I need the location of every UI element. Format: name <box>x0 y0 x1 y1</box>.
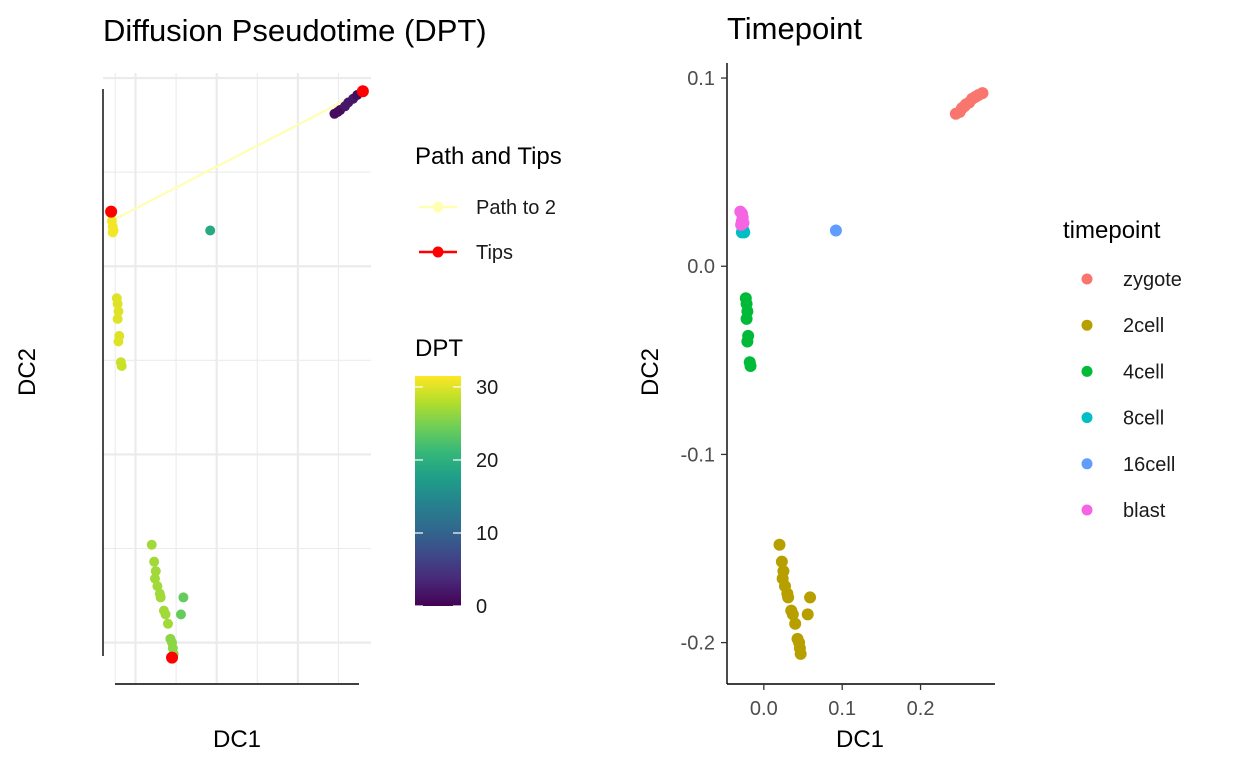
tp-legend-label: 2cell <box>1123 315 1164 337</box>
dpt-point <box>332 106 343 117</box>
dpt-tip-point <box>356 85 369 98</box>
tp-point-2cell <box>804 591 817 604</box>
path-tips-legend: Path and Tips Path to 2 Tips <box>415 143 562 264</box>
dpt-point <box>152 581 163 592</box>
dpt-point <box>112 298 123 309</box>
dpt-point <box>149 556 160 567</box>
colorbar-ticks: 0 10 20 30 <box>415 377 498 618</box>
timepoint-legend: timepoint zygote 2cell 4cell 8cell 16cell bla… <box>1063 217 1182 522</box>
dpt-tip-point <box>166 651 179 664</box>
tp-legend-key <box>1081 319 1093 331</box>
tp-point-4cell <box>744 359 757 372</box>
tp-point-2cell <box>801 608 814 621</box>
dpt-x-axis-title: DC1 <box>213 726 261 753</box>
colorbar-title: DPT <box>415 335 463 362</box>
tp-x-tick-label: 0.1 <box>828 698 856 720</box>
tp-point-blast <box>735 218 748 231</box>
tp-points-layer <box>734 87 989 660</box>
legend-path-dot <box>432 201 444 213</box>
dpt-path-line <box>110 90 364 223</box>
tp-y-tick-label: -0.2 <box>681 633 715 655</box>
legend-tips-label: Tips <box>476 242 513 264</box>
tp-point-2cell <box>782 591 795 604</box>
dpt-point <box>116 360 127 371</box>
legend-item-tips: Tips <box>419 242 513 264</box>
tp-point-2cell <box>786 608 799 621</box>
dpt-point <box>149 573 160 584</box>
tp-legend-key <box>1081 504 1093 516</box>
tp-point-4cell <box>741 335 754 348</box>
timepoint-title: Timepoint <box>727 11 862 46</box>
colorbar-tick-label: 20 <box>476 450 498 472</box>
dpt-point <box>178 592 189 603</box>
colorbar-tick-label: 0 <box>476 596 487 618</box>
tp-x-axis-title: DC1 <box>836 726 884 753</box>
tp-y-tick-label: 0.1 <box>687 68 715 90</box>
dpt-tips-layer <box>105 85 369 664</box>
tp-legend-label: blast <box>1123 500 1166 522</box>
path-tips-legend-title: Path and Tips <box>415 143 562 170</box>
timepoint-legend-title: timepoint <box>1063 217 1161 244</box>
colorbar-tick-label: 10 <box>476 523 498 545</box>
tp-legend-label: 8cell <box>1123 408 1164 430</box>
tp-legend-key <box>1081 412 1093 424</box>
tp-point-2cell <box>789 617 802 630</box>
dpt-panel: Diffusion Pseudotime (DPT) DC1 DC2 Path … <box>14 13 562 753</box>
tp-point-zygote <box>958 100 971 113</box>
dpt-point <box>107 227 118 238</box>
dpt-colorbar: DPT 0 10 20 30 <box>415 335 498 618</box>
dpt-tip-point <box>105 205 118 218</box>
legend-tips-dot <box>432 246 444 258</box>
dpt-point <box>146 539 157 550</box>
tp-legend-key <box>1081 365 1093 377</box>
dpt-y-axis-title: DC2 <box>14 348 41 396</box>
dpt-point <box>162 618 173 629</box>
colorbar-tick-label: 30 <box>476 377 498 399</box>
tp-y-axis-title: DC2 <box>637 348 664 396</box>
dpt-point <box>150 566 161 577</box>
dpt-point <box>175 609 186 620</box>
legend-path-label: Path to 2 <box>476 197 556 219</box>
tp-x-ticks: 0.0 0.1 0.2 <box>750 684 935 720</box>
colorbar-gradient <box>415 376 461 606</box>
dpt-path-layer <box>110 90 364 223</box>
tp-point-4cell <box>740 312 753 325</box>
tp-y-ticks: 0.1 0.0 -0.1 -0.2 <box>681 68 727 655</box>
dpt-point <box>112 313 123 324</box>
tp-point-2cell <box>773 538 786 551</box>
tp-y-tick-label: -0.1 <box>681 444 715 466</box>
tp-y-tick-label: 0.0 <box>687 256 715 278</box>
tp-x-tick-label: 0.2 <box>907 698 935 720</box>
tp-legend-key <box>1081 458 1093 470</box>
tp-legend-key <box>1081 273 1093 285</box>
tp-legend-label: zygote <box>1123 269 1182 291</box>
dpt-point <box>113 306 124 317</box>
timepoint-panel: Timepoint 0.1 0.0 -0.1 -0.2 0.0 0.1 0.2 DC1 D… <box>637 11 1182 753</box>
dpt-title: Diffusion Pseudotime (DPT) <box>103 13 487 48</box>
dpt-gridlines <box>103 73 371 683</box>
tp-point-16cell <box>829 224 842 237</box>
dpt-point <box>205 225 216 236</box>
dpt-point <box>160 609 171 620</box>
tp-legend-label: 4cell <box>1123 361 1164 383</box>
tp-legend-label: 16cell <box>1123 454 1175 476</box>
legend-item-path: Path to 2 <box>419 197 556 219</box>
dpt-point <box>155 592 166 603</box>
tp-point-2cell <box>794 647 807 660</box>
tp-x-tick-label: 0.0 <box>750 698 778 720</box>
tp-point-2cell <box>775 555 788 568</box>
dpt-point <box>113 336 124 347</box>
tp-point-zygote <box>976 87 989 100</box>
